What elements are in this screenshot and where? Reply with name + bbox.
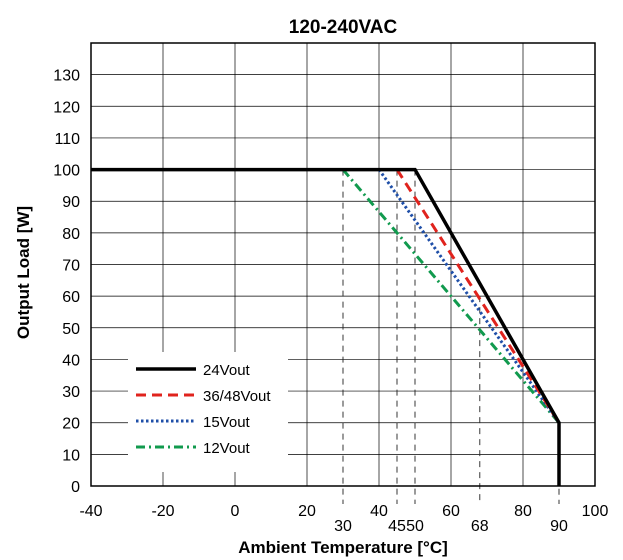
y-tick-label: 20 [62,416,80,433]
y-tick-label: 30 [62,384,80,401]
x-tick-label: 20 [298,503,316,520]
y-tick-label: 130 [53,68,80,85]
x-tick-label: 80 [514,503,532,520]
legend-label: 12Vout [203,440,251,457]
reference-label: 68 [471,518,489,535]
plot-frame [90,42,596,487]
legend-box [128,352,288,472]
y-axis-label: Output Load [W] [14,206,33,339]
series-line [377,168,561,424]
series-line [91,167,561,486]
x-tick-label: -40 [79,503,102,520]
series-line [341,168,561,424]
x-tick-label: -20 [151,503,174,520]
reference-label: 90 [550,518,568,535]
legend-label: 15Vout [203,414,251,431]
x-tick-label: 100 [582,503,609,520]
y-tick-label: 50 [62,321,80,338]
y-tick-label: 60 [62,289,80,306]
y-tick-label: 80 [62,226,80,243]
reference-label: 45 [388,518,406,535]
y-tick-label: 110 [54,131,80,148]
tick-labels: -40 -20 0 20 40 60 80 100 0 10 20 30 40 50 60 70 80 90 100… [53,68,608,535]
y-tick-label: 100 [53,163,80,180]
x-tick-label: 0 [231,503,240,520]
reference-label: 30 [334,518,352,535]
y-tick-label: 120 [53,99,80,116]
chart-title: 120-240VAC [289,17,398,38]
y-tick-label: 0 [71,479,80,496]
y-tick-label: 40 [62,352,80,369]
y-tick-label: 10 [62,447,80,464]
legend-label: 36/48Vout [203,388,271,405]
y-tick-label: 90 [62,194,80,211]
legend-label: 24Vout [203,362,251,379]
x-axis-label: Ambient Temperature [°C] [238,538,448,557]
x-tick-label: 40 [370,503,388,520]
x-tick-label: 60 [442,503,460,520]
series-line [395,168,561,424]
y-tick-label: 70 [62,258,80,275]
legend: 24Vout 36/48Vout 15Vout 12Vout [128,352,288,472]
series-lines [91,167,561,486]
reference-label: 50 [406,518,424,535]
